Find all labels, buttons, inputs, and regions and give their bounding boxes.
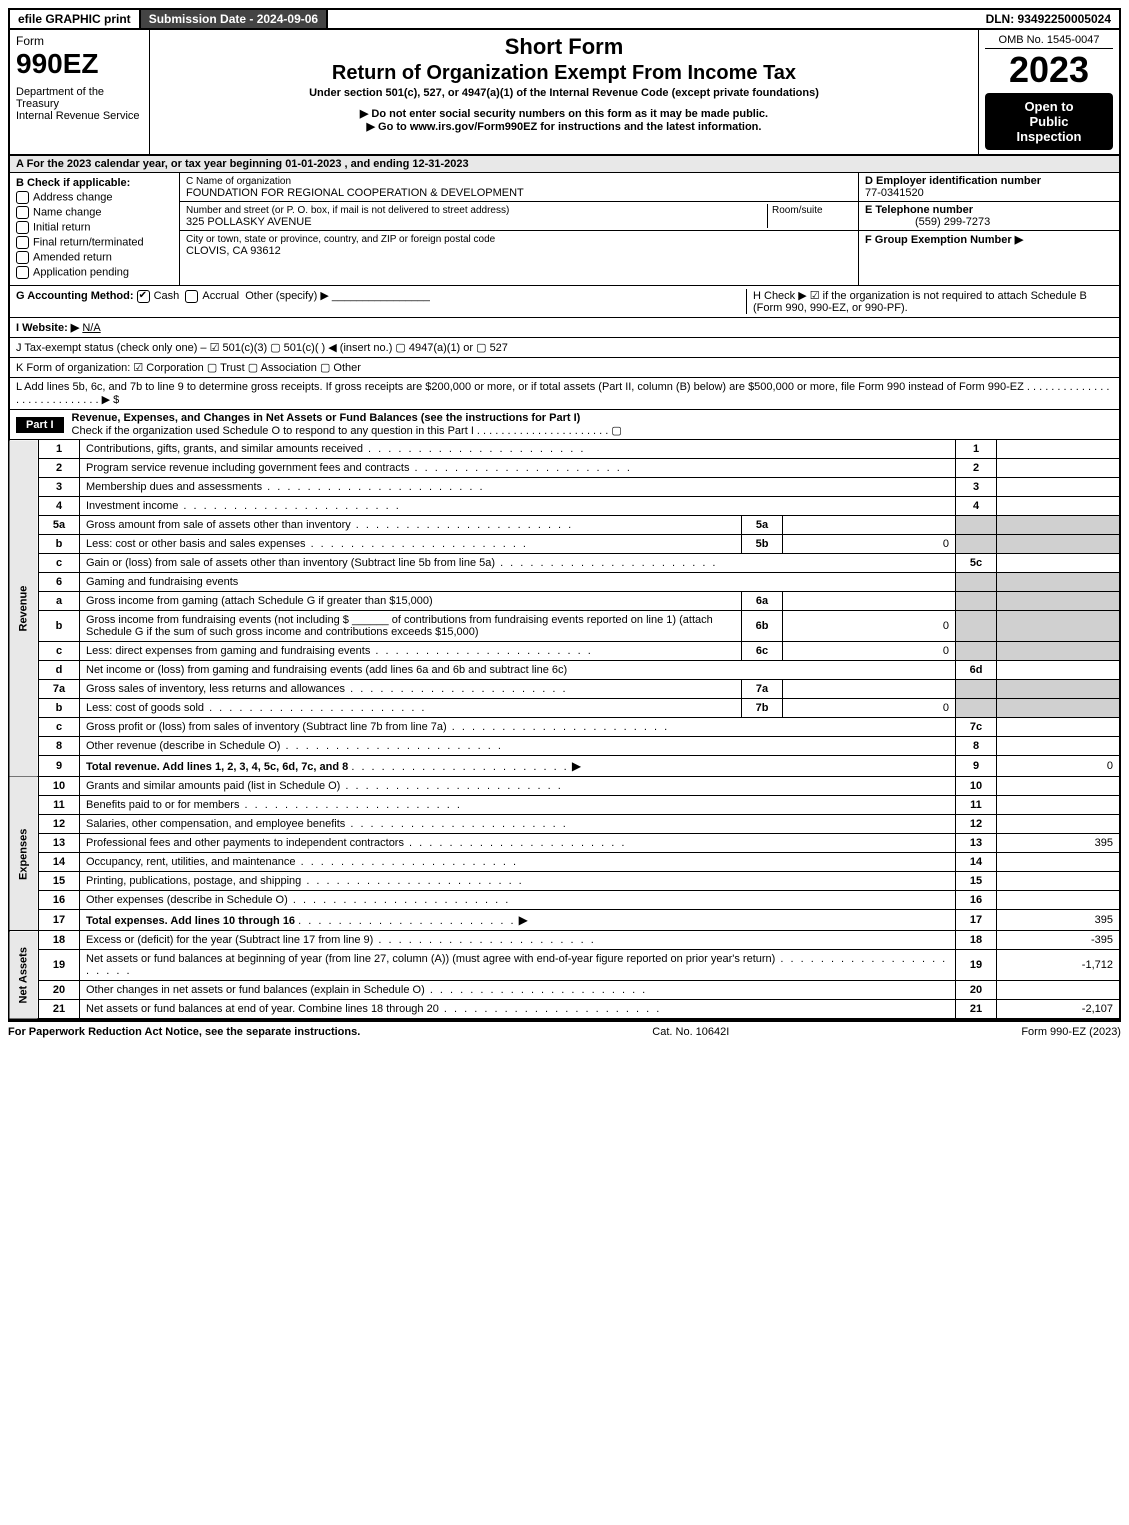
revenue-table: Revenue 1 Contributions, gifts, grants, … — [8, 440, 1121, 1020]
l-gross-receipts: L Add lines 5b, 6c, and 7b to line 9 to … — [8, 378, 1121, 410]
footer-right: Form 990-EZ (2023) — [1021, 1026, 1121, 1038]
chk-name-change[interactable] — [16, 206, 29, 219]
line-16: Other expenses (describe in Schedule O) — [80, 891, 956, 910]
line-13: Professional fees and other payments to … — [80, 834, 956, 853]
org-city: CLOVIS, CA 93612 — [186, 245, 281, 257]
chk-accrual[interactable] — [185, 290, 198, 303]
line-4: Investment income — [80, 497, 956, 516]
department: Department of the Treasury Internal Reve… — [16, 86, 143, 122]
group-exemption-label: F Group Exemption Number ▶ — [865, 234, 1023, 246]
chk-address-change[interactable] — [16, 191, 29, 204]
chk-amended[interactable] — [16, 251, 29, 264]
c-name-label: C Name of organization — [186, 176, 291, 187]
part1-label: Part I — [16, 417, 64, 433]
val-21: -2,107 — [997, 1000, 1121, 1020]
line-2: Program service revenue including govern… — [80, 459, 956, 478]
line-7a: Gross sales of inventory, less returns a… — [80, 680, 742, 699]
line-7b: Less: cost of goods sold — [80, 699, 742, 718]
part1-title: Revenue, Expenses, and Changes in Net As… — [72, 412, 581, 424]
val-19: -1,712 — [997, 950, 1121, 981]
netassets-side-label: Net Assets — [9, 931, 39, 1020]
org-name: FOUNDATION FOR REGIONAL COOPERATION & DE… — [186, 187, 524, 199]
i-website-label: I Website: ▶ — [16, 322, 79, 334]
b-heading: B Check if applicable: — [16, 177, 130, 189]
revenue-side-label: Revenue — [9, 440, 39, 777]
line-10: Grants and similar amounts paid (list in… — [80, 777, 956, 796]
line-14: Occupancy, rent, utilities, and maintena… — [80, 853, 956, 872]
footer-catalog: Cat. No. 10642I — [652, 1026, 729, 1038]
line-7c: Gross profit or (loss) from sales of inv… — [80, 718, 956, 737]
val-7b: 0 — [783, 699, 956, 718]
form-number: 990EZ — [16, 48, 143, 80]
short-form-title: Short Form — [156, 34, 972, 60]
line-6: Gaming and fundraising events — [80, 573, 956, 592]
efile-print[interactable]: efile GRAPHIC print — [10, 10, 141, 28]
submission-date: Submission Date - 2024-09-06 — [141, 10, 328, 28]
line-5a: Gross amount from sale of assets other t… — [80, 516, 742, 535]
line-3: Membership dues and assessments — [80, 478, 956, 497]
ein: 77-0341520 — [865, 187, 924, 199]
subtitle: Under section 501(c), 527, or 4947(a)(1)… — [156, 87, 972, 99]
entity-info-grid: B Check if applicable: Address change Na… — [8, 173, 1121, 286]
part1-check: Check if the organization used Schedule … — [72, 425, 622, 437]
chk-application-pending[interactable] — [16, 266, 29, 279]
main-title: Return of Organization Exempt From Incom… — [156, 62, 972, 85]
footer-left: For Paperwork Reduction Act Notice, see … — [8, 1026, 360, 1038]
line-18: Excess or (deficit) for the year (Subtra… — [80, 931, 956, 950]
line-1: Contributions, gifts, grants, and simila… — [80, 440, 956, 459]
val-9: 0 — [997, 756, 1121, 777]
h-schedule-b: H Check ▶ ☑ if the organization is not r… — [746, 289, 1113, 314]
val-13: 395 — [997, 834, 1121, 853]
room-label: Room/suite — [772, 205, 823, 216]
chk-initial-return[interactable] — [16, 221, 29, 234]
line-6a: Gross income from gaming (attach Schedul… — [80, 592, 742, 611]
line-20: Other changes in net assets or fund bala… — [80, 981, 956, 1000]
street-label: Number and street (or P. O. box, if mail… — [186, 205, 509, 216]
row-a-period: A For the 2023 calendar year, or tax yea… — [8, 156, 1121, 173]
org-street: 325 POLLASKY AVENUE — [186, 216, 312, 228]
omb-number: OMB No. 1545-0047 — [985, 34, 1113, 49]
val-6b: 0 — [783, 611, 956, 642]
line-5c: Gain or (loss) from sale of assets other… — [80, 554, 956, 573]
line-11: Benefits paid to or for members — [80, 796, 956, 815]
g-label: G Accounting Method: — [16, 290, 134, 302]
k-form-of-org: K Form of organization: ☑ Corporation ▢ … — [8, 358, 1121, 378]
top-bar: efile GRAPHIC print Submission Date - 20… — [8, 8, 1121, 30]
ssn-warning: ▶ Do not enter social security numbers o… — [156, 107, 972, 120]
j-tax-exempt: J Tax-exempt status (check only one) – ☑… — [8, 338, 1121, 358]
telephone: (559) 299-7273 — [865, 216, 990, 228]
form-label: Form — [16, 34, 143, 48]
line-21: Net assets or fund balances at end of ye… — [80, 1000, 956, 1020]
tel-label: E Telephone number — [865, 204, 973, 216]
val-5b: 0 — [783, 535, 956, 554]
line-9: Total revenue. Add lines 1, 2, 3, 4, 5c,… — [80, 756, 956, 777]
tax-year: 2023 — [985, 49, 1113, 91]
line-15: Printing, publications, postage, and shi… — [80, 872, 956, 891]
expenses-side-label: Expenses — [9, 777, 39, 931]
line-6c: Less: direct expenses from gaming and fu… — [80, 642, 742, 661]
line-5b: Less: cost or other basis and sales expe… — [80, 535, 742, 554]
open-to-public: Open to Public Inspection — [985, 93, 1113, 150]
chk-cash[interactable] — [137, 290, 150, 303]
page-footer: For Paperwork Reduction Act Notice, see … — [8, 1020, 1121, 1038]
form-header: Form 990EZ Department of the Treasury In… — [8, 30, 1121, 156]
chk-final-return[interactable] — [16, 236, 29, 249]
line-17: Total expenses. Add lines 10 through 16 … — [80, 910, 956, 931]
website-value: N/A — [82, 322, 100, 334]
line-6d: Net income or (loss) from gaming and fun… — [80, 661, 956, 680]
city-label: City or town, state or province, country… — [186, 234, 495, 245]
dln: DLN: 93492250005024 — [978, 10, 1119, 28]
val-6c: 0 — [783, 642, 956, 661]
line-6b: Gross income from fundraising events (no… — [80, 611, 742, 642]
goto-link[interactable]: ▶ Go to www.irs.gov/Form990EZ for instru… — [156, 120, 972, 133]
val-18: -395 — [997, 931, 1121, 950]
line-8: Other revenue (describe in Schedule O) — [80, 737, 956, 756]
line-12: Salaries, other compensation, and employ… — [80, 815, 956, 834]
ein-label: D Employer identification number — [865, 175, 1041, 187]
line-19: Net assets or fund balances at beginning… — [80, 950, 956, 981]
val-17: 395 — [997, 910, 1121, 931]
